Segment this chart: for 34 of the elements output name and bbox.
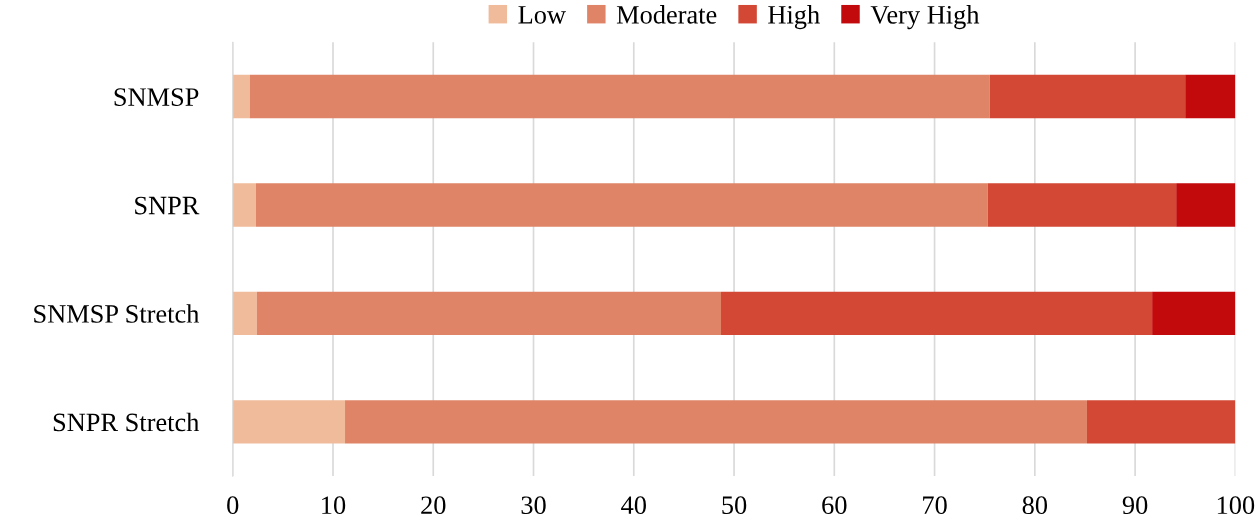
x-tick-label: 80 xyxy=(1022,496,1048,515)
x-tick-label: 0 xyxy=(227,496,239,515)
x-tick-label: 50 xyxy=(722,496,747,515)
bar xyxy=(989,74,1186,119)
legend-label: Low xyxy=(518,6,566,24)
bar xyxy=(232,400,346,444)
y-tick-label: SNPR xyxy=(135,196,200,215)
bar xyxy=(232,183,256,227)
bar xyxy=(1185,74,1236,119)
legend-label: High xyxy=(768,5,820,30)
x-tick-label: 60 xyxy=(822,496,847,515)
x-tick-label: 70 xyxy=(923,496,947,515)
bar xyxy=(1176,183,1236,227)
bar xyxy=(1152,291,1236,336)
bar xyxy=(232,74,250,119)
bar xyxy=(345,400,1087,444)
x-tick-label: 100 xyxy=(1217,496,1255,515)
legend-label: Moderate xyxy=(616,5,717,24)
y-tick-label: SNPR Stretch xyxy=(53,412,200,432)
y-tick-label: SNMSP xyxy=(114,88,199,106)
x-tick-label: 10 xyxy=(322,496,346,515)
bar xyxy=(249,74,990,119)
x-tick-label: 30 xyxy=(521,496,546,515)
bar xyxy=(721,291,1153,336)
legend-label: Very High xyxy=(870,5,980,30)
x-tick-label: 90 xyxy=(1122,496,1148,515)
bar xyxy=(256,291,722,336)
bar xyxy=(255,183,988,227)
x-tick-label: 40 xyxy=(621,496,646,515)
x-tick-label: 20 xyxy=(421,496,446,515)
bar xyxy=(1086,400,1236,444)
y-tick-label: SNMSP Stretch xyxy=(34,304,200,323)
bar xyxy=(232,291,257,336)
bar xyxy=(987,183,1177,227)
